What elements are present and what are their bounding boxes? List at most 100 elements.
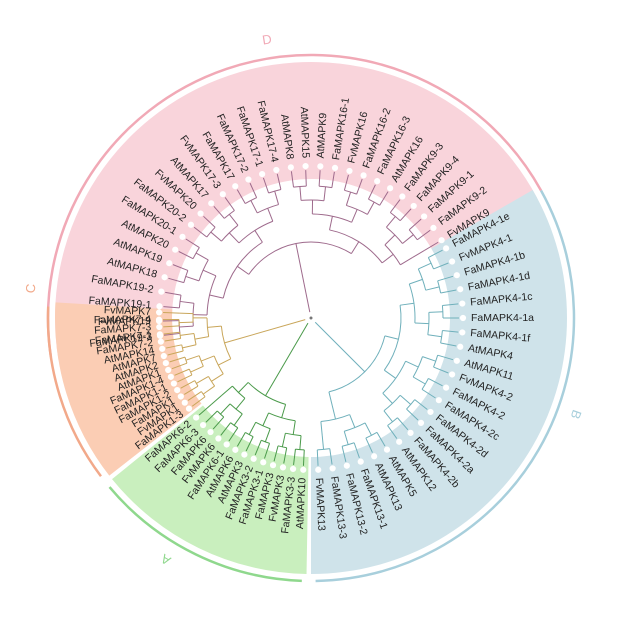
branch-segment: [343, 174, 349, 191]
branch-segment: [356, 178, 363, 195]
branch-arc: [293, 185, 307, 188]
branch-segment: [433, 262, 449, 270]
branch-segment: [163, 312, 180, 314]
branch-segment: [399, 208, 412, 222]
branch-segment: [179, 325, 194, 328]
branch-segment: [163, 306, 180, 309]
branch-segment: [228, 232, 240, 244]
branch-segment: [316, 449, 319, 466]
branch-segment: [163, 331, 180, 335]
leaf-tip: [317, 163, 324, 170]
branch-segment: [379, 191, 389, 206]
branch-segment: [314, 321, 366, 373]
branch-segment: [262, 177, 270, 194]
branch-segment: [409, 278, 423, 285]
branch-segment: [424, 241, 439, 251]
leaf-tip: [430, 224, 437, 231]
leaf-label: AtMAPK9: [315, 112, 330, 158]
branch-segment: [254, 230, 263, 243]
branch-segment: [180, 333, 195, 336]
branch-segment: [185, 355, 200, 361]
leaf-tip: [157, 338, 164, 345]
branch-segment: [212, 416, 225, 430]
leaf-label: FvMAPK19: [98, 315, 151, 328]
leaf-tip: [174, 387, 181, 394]
branch-segment: [267, 208, 274, 222]
branch-segment: [202, 269, 217, 277]
branch-segment: [349, 414, 356, 428]
branch-segment: [408, 218, 422, 231]
branch-segment: [235, 397, 246, 410]
branch-arc: [224, 210, 235, 219]
leaf-tip: [371, 453, 378, 460]
leaf-tip: [156, 309, 163, 316]
branch-segment: [203, 215, 216, 228]
leaf-tip: [457, 286, 464, 293]
branch-segment: [262, 412, 270, 426]
branch-arc: [261, 439, 270, 444]
branch-segment: [200, 355, 215, 362]
branch-arc: [200, 391, 206, 398]
branch-segment: [254, 440, 262, 456]
leaf-tip: [300, 466, 307, 473]
branch-arc: [433, 355, 439, 368]
clade-band-C: [55, 302, 202, 476]
branch-segment: [292, 420, 296, 435]
branch-segment: [353, 442, 360, 459]
branch-segment: [177, 374, 193, 383]
branch-segment: [343, 431, 349, 445]
leaf-tip: [329, 465, 336, 472]
branch-segment: [228, 214, 239, 226]
leaf-tip: [193, 414, 200, 421]
clade-band-D: [55, 62, 538, 361]
branch-segment: [321, 435, 325, 450]
branch-segment: [400, 302, 415, 306]
leaf-label: FaMAPK4-1c: [470, 291, 533, 309]
branch-segment: [185, 238, 200, 248]
leaf-tip: [241, 451, 248, 458]
leaf-label: FaMAPK7-4: [94, 314, 151, 327]
leaf-tip: [155, 316, 163, 323]
leaf-tip: [331, 164, 339, 172]
branch-segment: [376, 432, 386, 447]
branch-segment: [233, 413, 243, 426]
branch-segment: [167, 350, 184, 356]
branch-segment: [194, 336, 209, 340]
branch-segment: [207, 325, 222, 328]
branch-arc: [285, 432, 302, 437]
branch-segment: [293, 449, 296, 466]
branch-segment: [165, 344, 182, 349]
branch-segment: [384, 234, 396, 246]
leaf-tip: [410, 202, 417, 210]
branch-segment: [365, 437, 373, 453]
branch-segment: [281, 433, 286, 447]
branch-segment: [245, 436, 254, 452]
branch-segment: [213, 206, 225, 219]
branch-segment: [364, 422, 372, 436]
leaf-tip: [199, 421, 207, 429]
branch-arc: [183, 270, 189, 283]
clade-label-A: A: [158, 551, 173, 568]
branch-arc: [192, 247, 200, 259]
branch-arc: [179, 332, 182, 339]
branch-segment: [384, 369, 397, 379]
branch-segment: [174, 368, 190, 376]
branch-segment: [182, 344, 197, 349]
branch-segment: [202, 385, 215, 395]
clade-label-C: C: [23, 283, 39, 294]
branch-segment: [299, 435, 302, 450]
leaf-tip: [273, 166, 280, 174]
branch-segment: [196, 376, 209, 384]
branch-segment: [178, 251, 194, 260]
leaf-tip: [170, 380, 177, 387]
branch-segment: [351, 209, 358, 223]
branch-segment: [382, 392, 393, 404]
branch-segment: [405, 360, 419, 368]
leaf-tip: [420, 213, 428, 220]
tree-branches: [163, 170, 459, 466]
clade-arc-D: [46, 53, 543, 358]
branch-segment: [168, 277, 184, 284]
leaf-tip: [260, 459, 267, 466]
leaf-tip: [232, 446, 239, 453]
